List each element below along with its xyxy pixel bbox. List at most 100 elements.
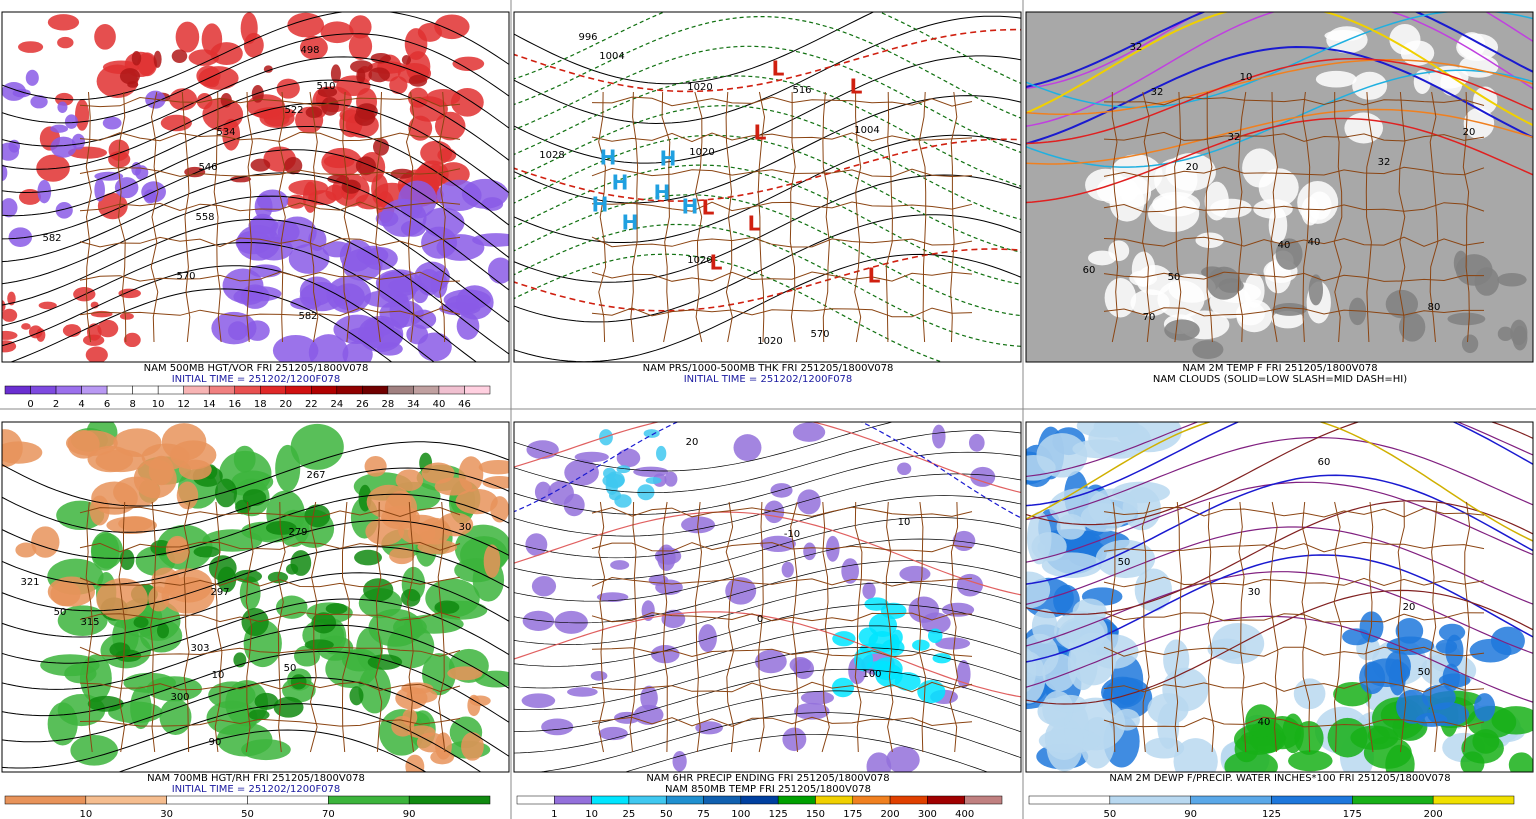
shaded-area: [175, 21, 200, 53]
shaded-area: [467, 694, 481, 717]
shaded-area: [288, 179, 329, 196]
boundary: [1398, 91, 1406, 343]
contour-label: 1020: [689, 147, 714, 158]
shaded-area: [57, 36, 74, 49]
shaded-area: [251, 85, 264, 103]
high-center: H: [682, 195, 699, 219]
boundary: [79, 236, 461, 248]
shaded-area: [193, 546, 220, 558]
boundary: [375, 91, 382, 343]
shaded-area: [1510, 319, 1528, 346]
contour: [514, 55, 1021, 164]
boundary: [591, 716, 973, 727]
boundary: [591, 236, 973, 248]
boundary: [694, 91, 703, 343]
contour: [117, 729, 427, 772]
boundary: [1103, 166, 1485, 178]
shaded-area: [288, 243, 330, 274]
shaded-area: [483, 544, 501, 578]
map-frame: [1025, 421, 1534, 773]
shaded-area: [57, 605, 108, 636]
shaded-area: [354, 108, 376, 126]
boundary: [1238, 501, 1247, 753]
shaded-area: [381, 505, 421, 530]
contour-label: 996: [578, 32, 597, 43]
shaded-area: [782, 727, 807, 752]
panel: 30 50 40 60 20 50 NAM 2M DEWP F/PRECIP. WATER …: [1025, 421, 1534, 819]
shaded-area: [25, 69, 39, 86]
contour-label: 582: [298, 311, 317, 322]
contour-label: 32: [1130, 42, 1143, 53]
shaded-area: [1413, 69, 1431, 94]
boundary: [1302, 91, 1311, 343]
contour: [514, 134, 1021, 253]
boundary: [1462, 91, 1470, 343]
shaded-area: [406, 688, 438, 704]
contour: [2, 650, 509, 723]
shaded-area: [7, 291, 16, 306]
shaded-area: [1327, 717, 1368, 758]
shaded-area: [1114, 708, 1140, 731]
boundary: [591, 576, 973, 587]
boundary: [341, 501, 350, 753]
shaded-area: [8, 227, 33, 247]
shaded-area: [304, 504, 331, 528]
contour: [2, 546, 509, 612]
colorbar-swatch: [927, 795, 965, 805]
caption: INITIAL TIME = 251202/1200F078: [172, 784, 341, 795]
shaded-area: [899, 565, 931, 582]
colorbar-swatch: [964, 795, 1003, 805]
high-center: H: [600, 146, 617, 170]
contour: [514, 647, 1021, 711]
shaded-area: [547, 480, 574, 506]
shaded-area: [102, 116, 122, 130]
high-center: H: [660, 147, 677, 171]
boundary: [439, 91, 446, 343]
colorbar-label: 200: [1424, 809, 1443, 819]
colorbar-label: 70: [322, 809, 335, 819]
shaded-area: [567, 687, 598, 697]
contour: [1026, 69, 1533, 168]
shaded-area: [1109, 183, 1145, 222]
shaded-area: [1026, 455, 1056, 481]
contour-label: 516: [792, 85, 811, 96]
caption: NAM 6HR PRECIP ENDING FRI 251205/1800V07…: [646, 773, 889, 784]
shaded-area: [57, 101, 68, 113]
shaded-area: [793, 658, 815, 680]
shaded-area: [349, 686, 364, 706]
contour-label: 321: [20, 577, 39, 588]
contour: [514, 253, 944, 362]
contour-label: 30: [1248, 587, 1261, 598]
colorbar-swatch: [438, 385, 465, 395]
shaded-area: [341, 179, 361, 194]
caption: NAM 700MB HGT/RH FRI 251205/1800V078: [147, 773, 365, 784]
boundary: [1397, 501, 1407, 753]
boundary: [790, 501, 799, 753]
contour: [514, 516, 1021, 580]
shaded-area: [265, 520, 297, 535]
colorbar-swatch: [1028, 795, 1111, 805]
contour: [1026, 12, 1533, 89]
contour: [514, 495, 1021, 559]
boundary: [822, 91, 830, 343]
shaded-area: [672, 751, 687, 772]
contour: [1026, 45, 1533, 145]
contour: [1026, 589, 1533, 705]
boundary: [1237, 91, 1247, 343]
contour-label: 558: [195, 212, 214, 223]
caption: NAM 500MB HGT/VOR FRI 251205/1800V078: [144, 363, 369, 374]
contour-label: 570: [176, 271, 195, 282]
shaded-area: [327, 174, 350, 184]
colorbar-label: 10: [585, 809, 598, 819]
shaded-area: [304, 639, 334, 651]
contour: [514, 511, 1021, 596]
shaded-area: [354, 549, 382, 566]
shaded-area: [206, 700, 258, 735]
boundary: [1429, 91, 1439, 343]
contour: [1026, 500, 1533, 615]
caption: NAM CLOUDS (SOLID=LOW SLASH=MID DASH=HI): [1153, 374, 1407, 385]
shaded-area: [1395, 618, 1424, 644]
shaded-area: [794, 702, 830, 720]
contour-label: 60: [1083, 265, 1096, 276]
contour: [514, 538, 1021, 602]
